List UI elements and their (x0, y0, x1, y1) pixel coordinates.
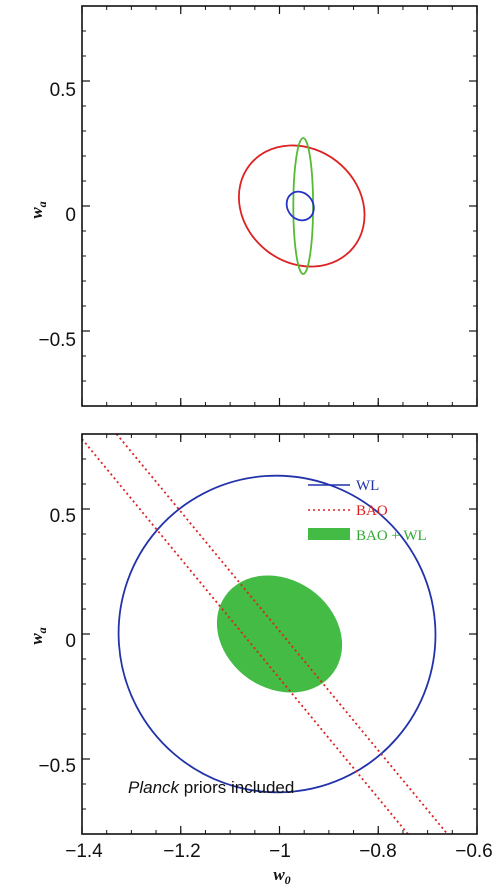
top-ylabel: wa (27, 201, 49, 218)
bottom-ytick-labels: 0.5 0 −0.5 (38, 506, 76, 777)
top-ticks (81, 5, 478, 407)
contour-bao-line (115, 434, 449, 834)
top-ytick-labels: 0.5 0 −0.5 (38, 80, 76, 351)
annotation-planck: Planck (128, 778, 181, 797)
bottom-series (82, 434, 449, 834)
top-series (237, 137, 366, 275)
bottom-ticks (81, 433, 478, 835)
bottom-ytick-label: −0.5 (38, 756, 76, 777)
contour-top-0 (237, 144, 366, 268)
contour-top-2 (285, 190, 315, 222)
legend-label-bao: BAO (356, 503, 388, 519)
bottom-ylabel: wa (27, 627, 49, 644)
legend-label-bao-wl: BAO + WL (356, 528, 427, 544)
bottom-xtick-label: −0.6 (455, 841, 493, 862)
top-panel: 0.5 0 −0.5 wa (27, 5, 478, 407)
top-ytick-label: 0.5 (50, 80, 76, 101)
top-plot-frame (81, 5, 478, 407)
top-ytick-label: 0 (65, 205, 76, 226)
annotation-rest: priors included (179, 778, 294, 797)
contour-wl (117, 474, 437, 794)
legend: WL BAO BAO + WL (308, 478, 427, 544)
bottom-xtick-label: −0.8 (359, 841, 397, 862)
top-ytick-label: −0.5 (38, 330, 76, 351)
priors-annotation: Planck priors included (128, 778, 294, 797)
bottom-panel: 0.5 0 −0.5 −1.4 −1.2 −1 −0.8 −0.6 w0 wa … (27, 433, 493, 887)
bottom-xtick-label: −1.4 (65, 841, 103, 862)
bottom-ytick-label: 0.5 (50, 506, 76, 527)
contour-bao-wl (216, 575, 343, 693)
bottom-xlabel: w0 (273, 865, 290, 887)
legend-label-wl: WL (356, 478, 379, 494)
contour-top-1 (292, 137, 314, 275)
bottom-xtick-label: −1 (269, 841, 291, 862)
bottom-xtick-label: −1.2 (163, 841, 201, 862)
bottom-ytick-label: 0 (65, 631, 76, 652)
bottom-xtick-labels: −1.4 −1.2 −1 −0.8 −0.6 (65, 841, 493, 862)
contour-bao-line (82, 438, 409, 834)
legend-swatch-bao-wl (308, 528, 350, 540)
